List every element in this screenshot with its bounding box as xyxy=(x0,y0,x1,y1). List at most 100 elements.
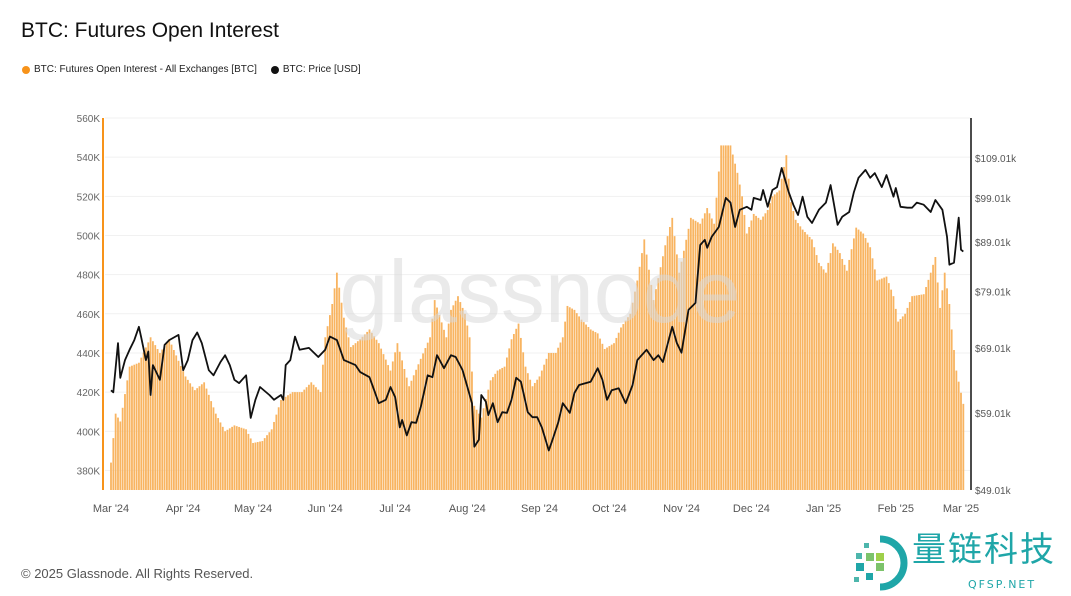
oi-bar xyxy=(617,332,620,490)
oi-bar xyxy=(349,347,352,490)
oi-bar xyxy=(650,284,653,490)
oi-bar xyxy=(955,370,958,490)
oi-bar xyxy=(494,373,497,490)
oi-bar xyxy=(794,219,797,490)
oi-bar xyxy=(675,254,678,490)
oi-bar xyxy=(689,217,692,490)
oi-bar xyxy=(580,319,583,490)
oi-bar xyxy=(601,343,604,490)
oi-bar xyxy=(929,272,932,490)
oi-bar xyxy=(673,236,676,490)
oi-bar xyxy=(701,218,704,491)
oi-bar xyxy=(883,277,886,490)
oi-bar xyxy=(433,300,436,490)
oi-bar xyxy=(382,354,385,490)
oi-bar xyxy=(606,347,608,490)
oi-bar xyxy=(829,253,832,490)
oi-bar xyxy=(182,371,185,490)
oi-bar xyxy=(466,325,469,490)
oi-bar xyxy=(561,337,564,490)
oi-bar xyxy=(475,409,478,490)
oi-bar xyxy=(312,384,315,490)
oi-bar xyxy=(645,254,648,490)
oi-bar xyxy=(384,359,387,490)
oi-bar xyxy=(715,197,718,491)
oi-bar xyxy=(333,288,336,490)
oi-bar xyxy=(659,267,662,490)
oi-bar xyxy=(953,350,955,490)
oi-bar xyxy=(575,313,578,490)
orange-dot-icon xyxy=(22,65,30,74)
legend: BTC: Futures Open Interest - All Exchang… xyxy=(22,64,361,75)
oi-bar xyxy=(228,428,231,490)
left-tick-label: 460K xyxy=(77,310,101,321)
oi-bar xyxy=(648,269,650,490)
oi-bar xyxy=(159,352,161,490)
oi-bar xyxy=(876,280,879,490)
oi-bar xyxy=(859,231,862,490)
oi-bar xyxy=(342,317,345,490)
oi-bar xyxy=(850,249,853,490)
oi-bar xyxy=(212,407,215,490)
oi-bar xyxy=(233,425,236,490)
oi-bar xyxy=(836,249,839,490)
oi-bar xyxy=(429,337,431,490)
oi-bar xyxy=(298,392,301,490)
price-line xyxy=(110,167,964,452)
right-tick-label: $99.01k xyxy=(975,194,1012,205)
oi-bar xyxy=(638,266,641,490)
oi-bar xyxy=(499,369,501,490)
oi-bar xyxy=(887,283,890,490)
oi-bar xyxy=(533,382,536,490)
oi-bar xyxy=(703,213,706,490)
oi-bar xyxy=(911,296,913,490)
oi-bar xyxy=(200,384,203,490)
oi-bar xyxy=(652,300,655,490)
oi-bar xyxy=(112,438,115,490)
oi-bar xyxy=(140,357,143,490)
oi-bar xyxy=(687,228,690,491)
oi-bar xyxy=(359,339,362,490)
oi-bar xyxy=(315,387,317,490)
oi-bar xyxy=(857,229,860,490)
oi-bar xyxy=(191,386,194,490)
oi-bar xyxy=(750,220,753,490)
oi-bar xyxy=(398,351,401,490)
right-tick-label: $59.01k xyxy=(975,409,1012,420)
oi-bar xyxy=(904,313,907,490)
oi-bar xyxy=(636,280,639,490)
x-tick-label: Jun '24 xyxy=(308,503,343,515)
oi-bar xyxy=(939,307,941,490)
oi-bar xyxy=(273,421,275,490)
oi-bar xyxy=(415,369,417,490)
oi-bar xyxy=(913,295,916,490)
oi-bar xyxy=(873,269,876,490)
oi-bar xyxy=(820,266,823,490)
oi-bar xyxy=(785,155,788,490)
oi-bar xyxy=(305,387,308,490)
oi-bar xyxy=(880,278,883,490)
oi-bar xyxy=(268,432,271,490)
oi-bar xyxy=(389,370,392,490)
oi-bar xyxy=(480,417,483,490)
oi-bar xyxy=(832,243,834,490)
oi-bar xyxy=(522,352,525,490)
left-axis-ticks: 380K 400K 420K 440K 460K 480K 500K 520K 540K 560K xyxy=(77,114,101,477)
x-tick-label: Jan '25 xyxy=(806,503,841,515)
oi-bar xyxy=(256,442,259,490)
legend-item-open-interest[interactable]: BTC: Futures Open Interest - All Exchang… xyxy=(22,64,257,75)
oi-bar xyxy=(459,302,462,490)
oi-bar xyxy=(263,438,266,490)
oi-bar xyxy=(855,227,858,491)
oi-bar xyxy=(573,309,576,490)
legend-item-price[interactable]: BTC: Price [USD] xyxy=(270,64,361,75)
oi-bar xyxy=(771,196,774,490)
oi-bar xyxy=(827,262,830,490)
oi-bar xyxy=(356,341,359,490)
oi-bar xyxy=(294,392,296,490)
oi-bar xyxy=(962,403,965,490)
oi-bar xyxy=(643,239,646,490)
oi-bar xyxy=(338,287,341,490)
oi-bar xyxy=(156,349,159,490)
oi-bar xyxy=(335,272,338,490)
